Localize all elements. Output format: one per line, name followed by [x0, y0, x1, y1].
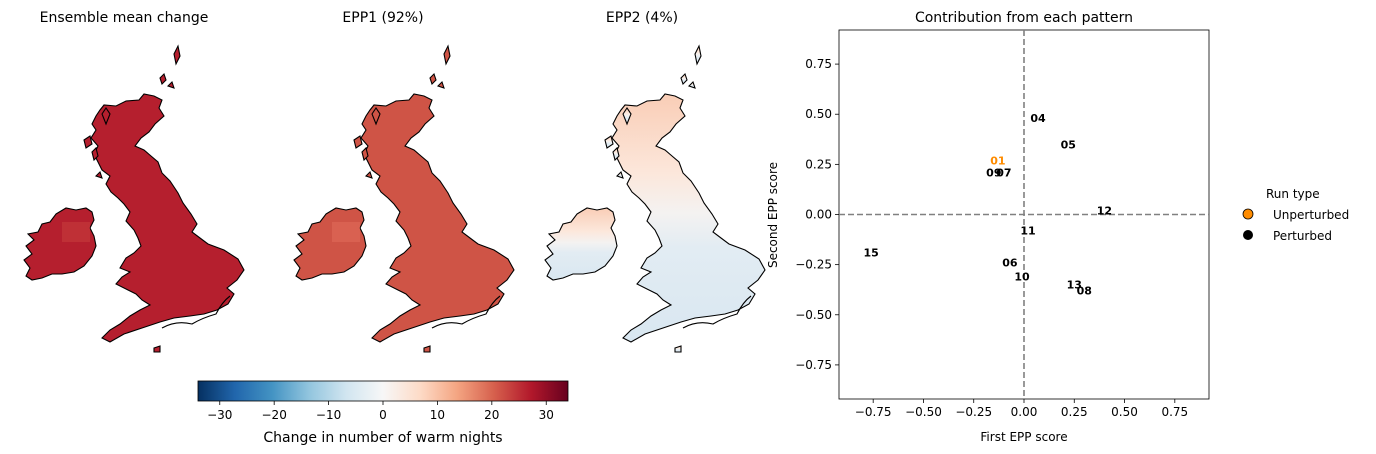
point-label-10: 10: [1014, 271, 1030, 284]
point-label-12: 12: [1097, 204, 1112, 217]
y-tick-label: 0.75: [805, 57, 832, 71]
x-tick-label: −0.25: [955, 405, 992, 419]
colorbar-tick-label: −10: [316, 408, 341, 422]
colorbar-label: Change in number of warm nights: [263, 430, 502, 446]
map-title: EPP2 (4%): [606, 10, 678, 26]
x-tick-label: 0.75: [1161, 405, 1188, 419]
coastline-france: [682, 295, 752, 329]
y-axis-label: Second EPP score: [766, 162, 780, 268]
legend-entry-perturbed: Perturbed: [1273, 229, 1332, 243]
point-label-11: 11: [1020, 225, 1035, 238]
y-tick-label: 0.25: [805, 157, 832, 171]
x-tick-label: 0.00: [1011, 405, 1038, 419]
map-title: Ensemble mean change: [40, 10, 209, 26]
point-label-15: 15: [864, 247, 879, 260]
y-tick-label: −0.25: [795, 258, 832, 272]
point-label-01: 01: [990, 154, 1005, 167]
map-region-highlight: [332, 222, 360, 242]
x-tick-label: −0.50: [905, 405, 942, 419]
y-tick-label: 0.00: [805, 208, 832, 222]
map-panel-1: Ensemble mean change: [23, 10, 245, 353]
x-axis-label: First EPP score: [980, 430, 1067, 444]
uk-map-shape: [23, 45, 245, 353]
coastline-france: [161, 295, 231, 329]
map-region-highlight: [62, 222, 90, 242]
legend: Run type Unperturbed Perturbed: [1242, 187, 1349, 243]
colorbar-ticks: −30 −20 −10 0 10 20 30: [207, 401, 554, 422]
colorbar-tick-label: 0: [379, 408, 387, 422]
colorbar: −30 −20 −10 0 10 20 30 Change in number of war…: [197, 380, 569, 446]
uk-map-shape: [293, 45, 515, 353]
colorbar-tick-label: 30: [539, 408, 554, 422]
y-axis-ticks: −0.75 −0.50 −0.25 0.00 0.25 0.50 0.75: [795, 57, 839, 372]
y-tick-label: −0.75: [795, 358, 832, 372]
colorbar-tick-label: −20: [262, 408, 287, 422]
colorbar-tick-label: 20: [484, 408, 499, 422]
map-panel-3: EPP2 (4%): [544, 10, 766, 353]
x-tick-label: 0.50: [1111, 405, 1138, 419]
uk-map-shape: [544, 45, 766, 353]
point-label-07: 07: [996, 166, 1011, 179]
colorbar-gradient: [197, 380, 569, 402]
point-label-04: 04: [1030, 112, 1046, 125]
x-tick-label: 0.25: [1061, 405, 1088, 419]
point-label-13: 13: [1067, 279, 1082, 292]
x-tick-label: −0.75: [855, 405, 892, 419]
chart-title: Contribution from each pattern: [915, 10, 1133, 26]
legend-entry-unperturbed: Unperturbed: [1273, 208, 1349, 222]
reference-lines: [839, 30, 1209, 399]
legend-marker-perturbed: [1243, 230, 1253, 240]
x-axis-ticks: −0.75 −0.50 −0.25 0.00 0.25 0.50 0.75: [855, 399, 1188, 419]
coastline-france: [431, 295, 501, 329]
colorbar-tick-label: 10: [430, 408, 445, 422]
map-title: EPP1 (92%): [342, 10, 423, 26]
point-label-06: 06: [1002, 257, 1018, 270]
colorbar-tick-label: −30: [207, 408, 232, 422]
y-tick-label: −0.50: [795, 308, 832, 322]
map-panel-2: EPP1 (92%): [293, 10, 515, 353]
point-label-08: 08: [1077, 285, 1092, 298]
legend-title: Run type: [1266, 187, 1320, 201]
scatter-chart: Contribution from each pattern −0.75 −0.5…: [766, 10, 1210, 444]
legend-marker-unperturbed: [1242, 208, 1254, 220]
y-tick-label: 0.50: [805, 107, 832, 121]
map-panels: Ensemble mean change EPP1 (92%) EPP2 (4%): [23, 10, 766, 353]
point-label-09: 09: [986, 166, 1001, 179]
point-label-05: 05: [1061, 138, 1076, 151]
